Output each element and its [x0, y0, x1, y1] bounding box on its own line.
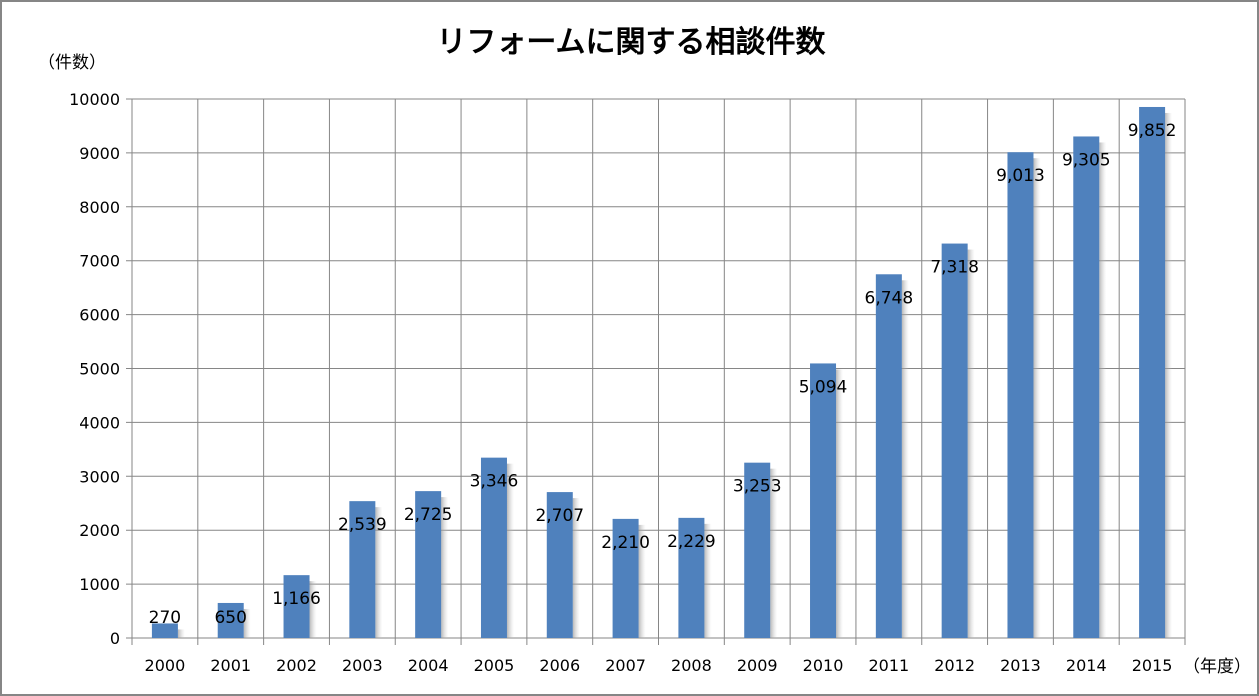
x-tick-label: 2008	[671, 656, 712, 675]
bar-shadow	[506, 463, 514, 638]
bar-shadow	[375, 507, 383, 638]
bar-2002	[283, 575, 310, 638]
bar-2007	[612, 518, 639, 638]
x-tick-label: 2005	[474, 656, 515, 675]
bar-shadow	[177, 629, 185, 638]
y-tick-label: 0	[110, 629, 120, 648]
data-label: 2,707	[535, 506, 584, 526]
bar-2012	[941, 243, 968, 638]
bar-shadow	[836, 369, 844, 638]
data-label: 2,725	[404, 505, 453, 525]
x-tick-label: 2004	[408, 656, 449, 675]
bar-shadow	[1165, 112, 1173, 639]
bar-shadow	[572, 498, 580, 638]
x-tick-label: 2000	[145, 656, 186, 675]
data-label: 3,346	[470, 472, 519, 492]
bar-shadow	[1099, 142, 1107, 638]
y-tick-label: 9000	[79, 144, 120, 163]
bar-shadow	[309, 581, 317, 638]
bar-2000	[151, 623, 178, 638]
y-tick-label: 6000	[79, 306, 120, 325]
x-tick-label: 2001	[210, 656, 251, 675]
bar-2010	[810, 363, 837, 638]
bar-2011	[875, 274, 902, 638]
data-label: 270	[149, 608, 181, 628]
y-tick-label: 4000	[79, 413, 120, 432]
y-tick-label: 8000	[79, 198, 120, 217]
data-label: 1,166	[272, 589, 321, 609]
x-axis-label: （年度）	[1183, 657, 1251, 677]
x-tick-label: 2011	[868, 656, 909, 675]
data-label: 650	[214, 608, 246, 628]
x-tick-label: 2002	[276, 656, 317, 675]
data-label: 6,748	[865, 288, 914, 308]
x-tick-label: 2009	[737, 656, 778, 675]
chart-title: リフォームに関する相談件数	[436, 25, 826, 60]
y-tick-label: 10000	[69, 90, 120, 109]
bar-2005	[480, 457, 507, 638]
x-tick-label: 2003	[342, 656, 383, 675]
bar-shadow	[967, 249, 975, 638]
y-tick-label: 7000	[79, 252, 120, 271]
bar-shadow	[770, 468, 778, 638]
y-axis-label: （件数）	[38, 53, 106, 73]
data-label: 5,094	[799, 377, 848, 397]
bar-shadow	[441, 497, 449, 638]
y-tick-label: 2000	[79, 521, 120, 540]
x-tick-label: 2013	[1000, 656, 1041, 675]
bar-2013	[1007, 152, 1034, 639]
bar-2014	[1073, 136, 1100, 638]
x-tick-label: 2006	[539, 656, 580, 675]
bar-2001	[217, 602, 244, 638]
bar-2008	[678, 517, 705, 638]
data-label: 3,253	[733, 477, 782, 497]
y-tick-label: 1000	[79, 575, 120, 594]
x-tick-label: 2007	[605, 656, 646, 675]
bar-shadow	[243, 608, 251, 638]
x-tick-label: 2012	[934, 656, 975, 675]
y-tick-label: 5000	[79, 360, 120, 379]
data-label: 9,305	[1062, 150, 1111, 170]
data-label: 7,318	[930, 258, 979, 278]
data-label: 2,229	[667, 532, 716, 552]
bar-2004	[415, 491, 442, 638]
bar-2006	[546, 492, 573, 638]
bar-2009	[744, 462, 771, 638]
bar-2015	[1139, 106, 1166, 639]
data-label: 9,852	[1128, 121, 1177, 141]
bar-shadow	[638, 524, 646, 638]
x-tick-label: 2010	[803, 656, 844, 675]
x-tick-label: 2015	[1132, 656, 1173, 675]
x-tick-label: 2014	[1066, 656, 1107, 675]
bar-shadow	[901, 280, 909, 638]
y-tick-label: 3000	[79, 467, 120, 486]
data-label: 9,013	[996, 166, 1045, 186]
data-label: 2,210	[601, 533, 650, 553]
data-label: 2,539	[338, 515, 387, 535]
bar-2003	[349, 501, 376, 638]
bar-shadow	[704, 523, 712, 638]
bar-shadow	[1033, 158, 1041, 639]
